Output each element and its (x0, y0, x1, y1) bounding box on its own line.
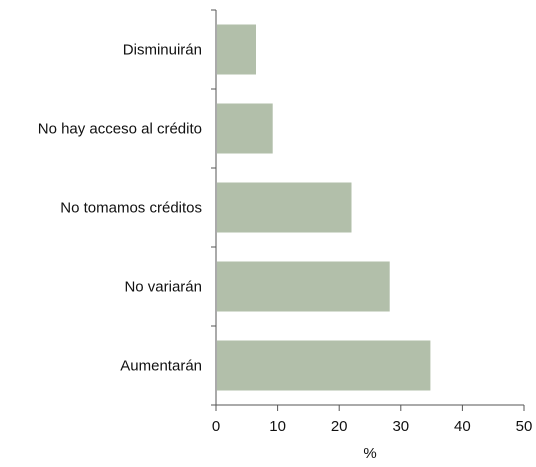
bar-no-variaran (217, 261, 390, 312)
bar-no-hay-acceso-al-credito (217, 103, 273, 154)
category-label-disminuiran: Disminuirán (123, 42, 202, 59)
category-label-no-variaran: No variarán (124, 279, 202, 296)
category-label-no-hay-acceso-al-credito: No hay acceso al crédito (38, 121, 202, 138)
labels-layer: Disminuirán No hay acceso al crédito No to… (38, 42, 533, 436)
axes-layer (211, 9, 525, 411)
x-tick-label-10: 10 (269, 418, 286, 435)
bar-disminuiran (217, 24, 256, 75)
x-tick-label-0: 0 (212, 418, 220, 435)
bars-layer (217, 24, 431, 391)
x-tick-label-50: 50 (516, 418, 533, 435)
category-label-no-tomamos-creditos: No tomamos créditos (60, 200, 202, 217)
x-tick-label-20: 20 (331, 418, 348, 435)
bar-aumentaran (217, 340, 431, 391)
bar-no-tomamos-creditos (217, 182, 352, 233)
x-axis-title: % (363, 445, 376, 462)
x-tick-label-30: 30 (392, 418, 409, 435)
x-tick-label-40: 40 (454, 418, 471, 435)
category-label-aumentaran: Aumentarán (120, 358, 202, 375)
